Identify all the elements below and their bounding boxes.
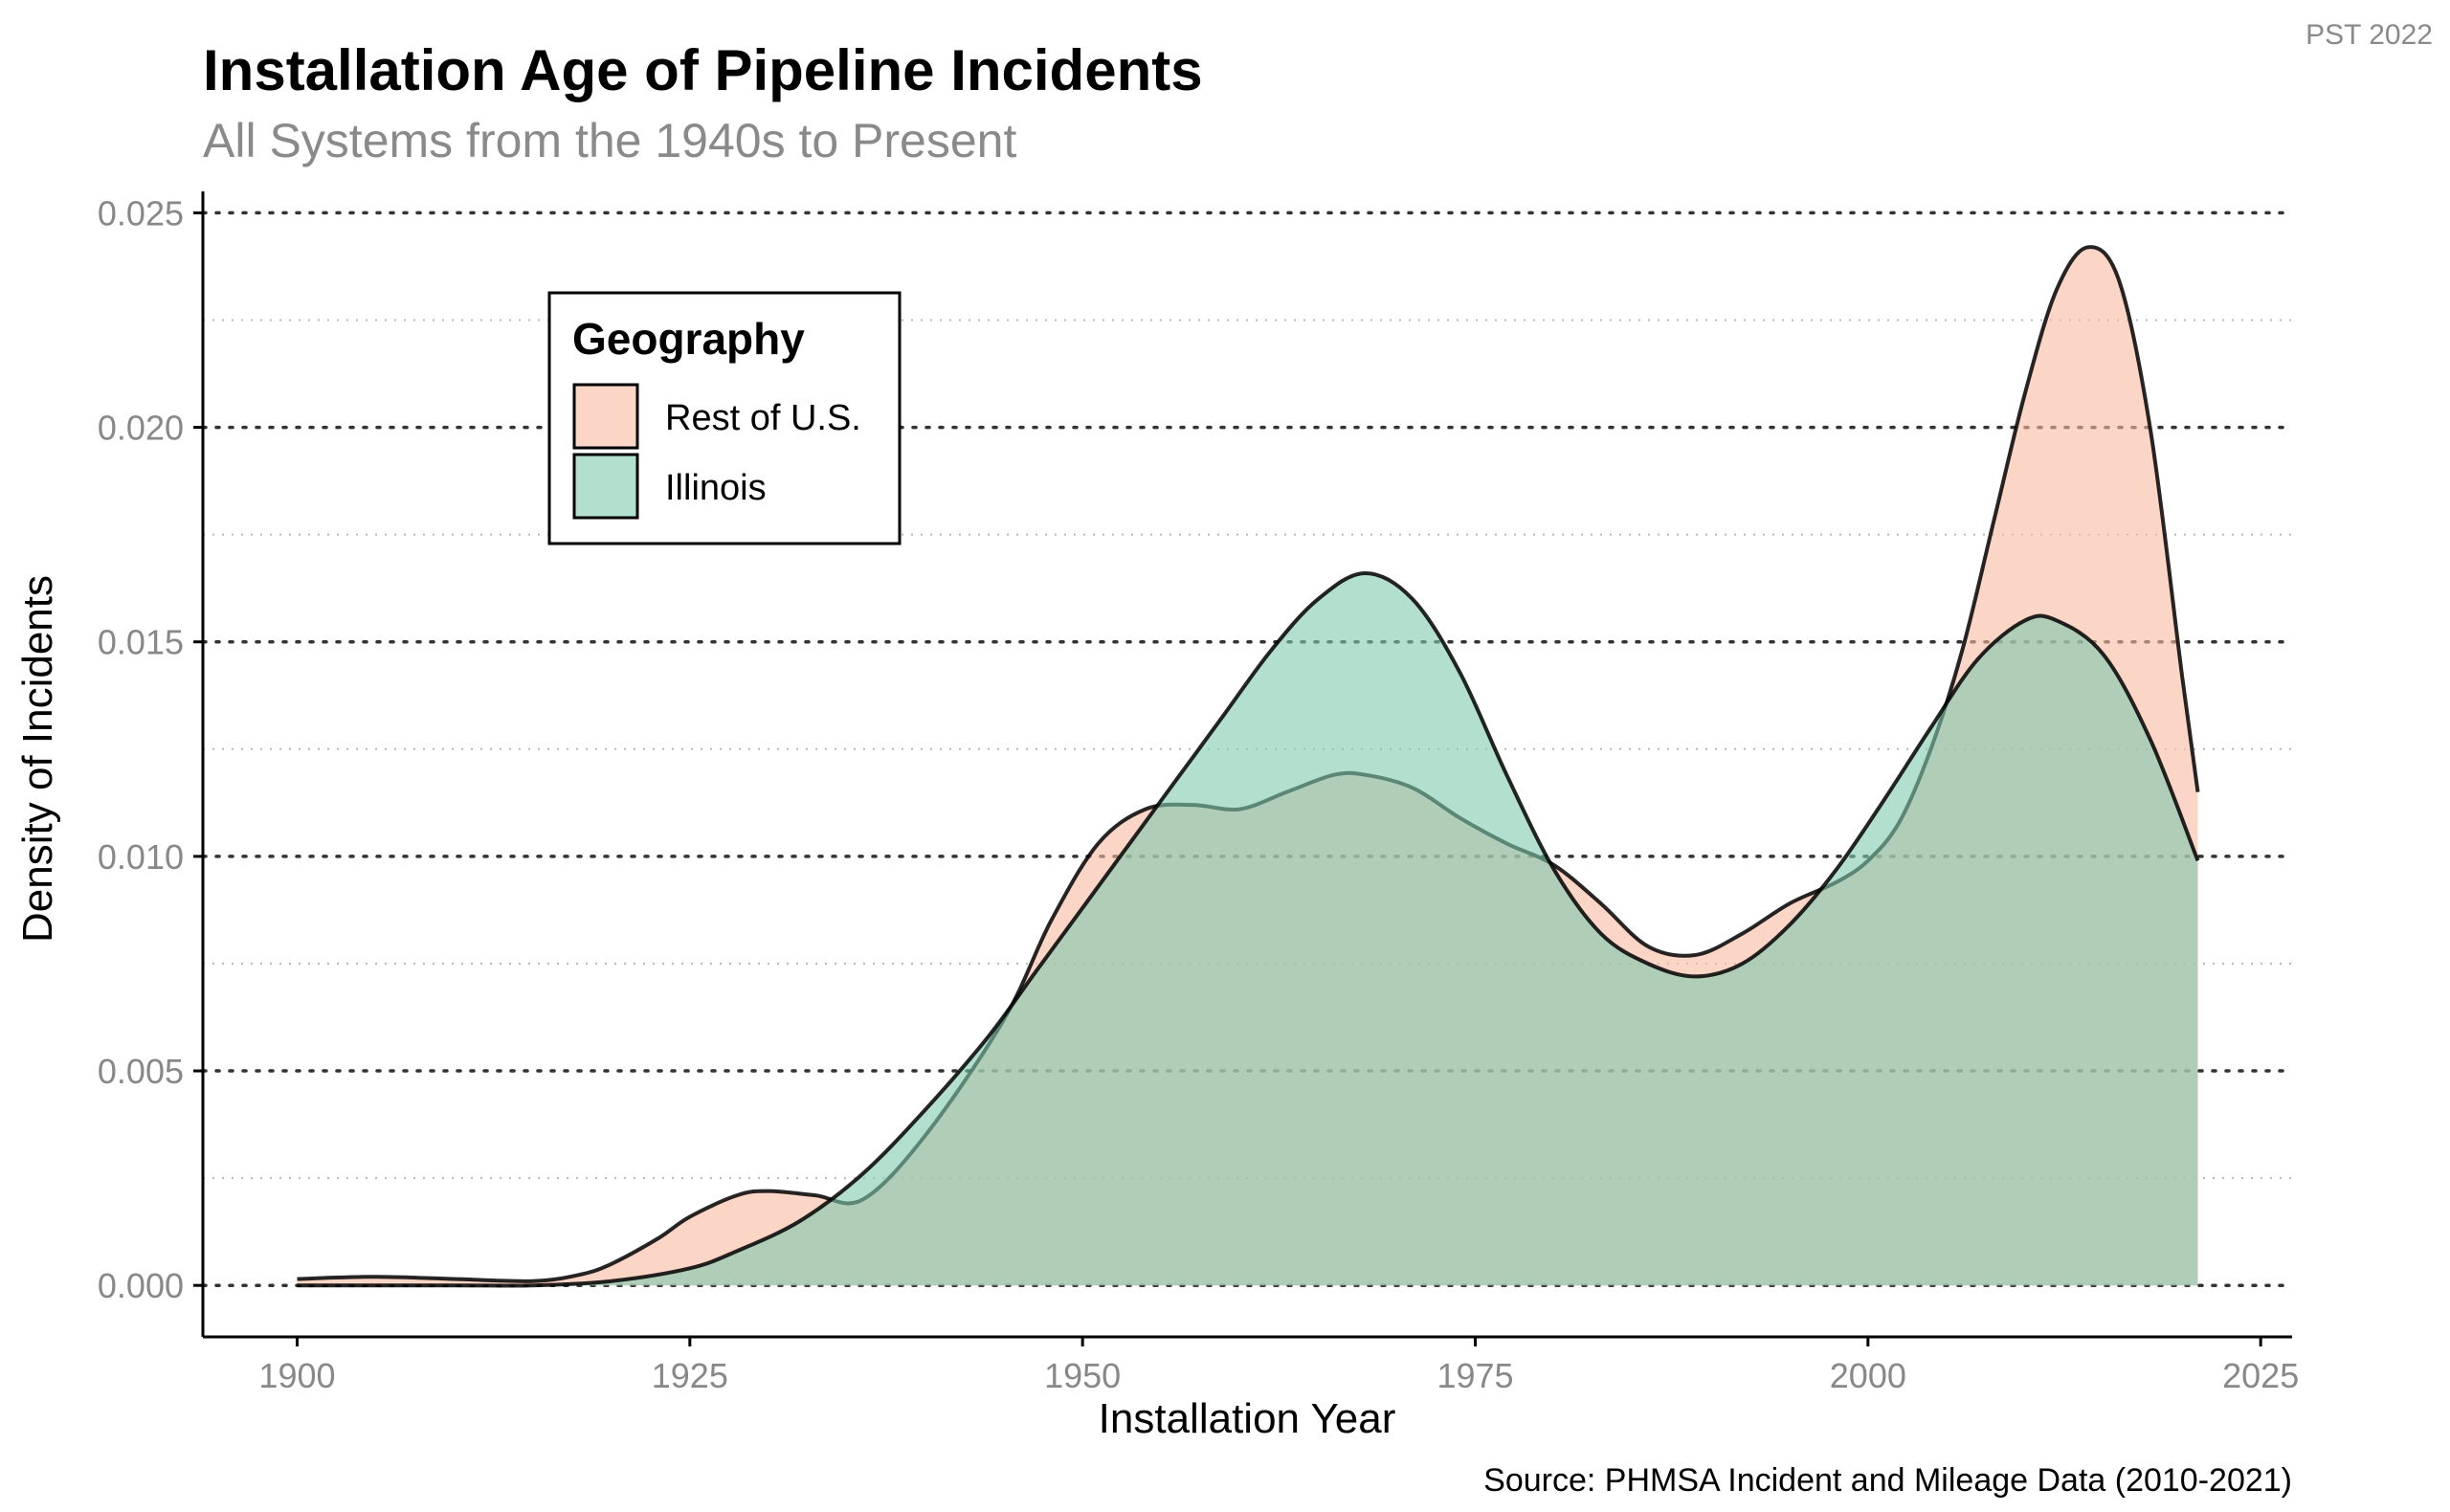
- legend-label-rest-of-us: Rest of U.S.: [665, 398, 861, 438]
- legend-swatch-rest-of-us: [572, 383, 639, 450]
- y-tick-label: 0.010: [98, 837, 184, 877]
- y-tick-label: 0.020: [98, 409, 184, 448]
- chart-subtitle: All Systems from the 1940s to Present: [203, 114, 1016, 167]
- y-axis-label: Density of Incidents: [14, 575, 61, 943]
- density-area-illinois: [297, 573, 2198, 1286]
- y-tick-label: 0.015: [98, 623, 184, 662]
- x-tick-label: 1975: [1437, 1356, 1513, 1395]
- x-tick-label: 1950: [1044, 1356, 1121, 1395]
- legend-swatch-illinois: [572, 453, 639, 520]
- legend-title: Geography: [572, 314, 805, 364]
- axis-layer: 0.000 0.005 0.010 0.015 0.020 0.025 1900 1925 19…: [98, 191, 2299, 1395]
- legend-label-illinois: Illinois: [665, 468, 767, 508]
- legend: Geography Rest of U.S. Illinois: [547, 291, 902, 545]
- area-layer: [297, 245, 2200, 1288]
- corner-note: PST 2022: [2305, 19, 2433, 51]
- x-tick-label: 1925: [652, 1356, 728, 1395]
- chart-title: Installation Age of Pipeline Incidents: [203, 38, 1203, 102]
- x-tick-label: 1900: [258, 1356, 335, 1395]
- y-tick-label: 0.025: [98, 193, 184, 233]
- y-tick-label: 0.005: [98, 1052, 184, 1091]
- x-axis-label: Installation Year: [1099, 1395, 1396, 1442]
- y-tick-label: 0.000: [98, 1266, 184, 1305]
- x-tick-label: 2000: [1830, 1356, 1906, 1395]
- x-tick-label: 2025: [2222, 1356, 2299, 1395]
- density-line-illinois: [297, 570, 2200, 1288]
- source-caption: Source: PHMSA Incident and Mileage Data …: [1483, 1462, 2292, 1499]
